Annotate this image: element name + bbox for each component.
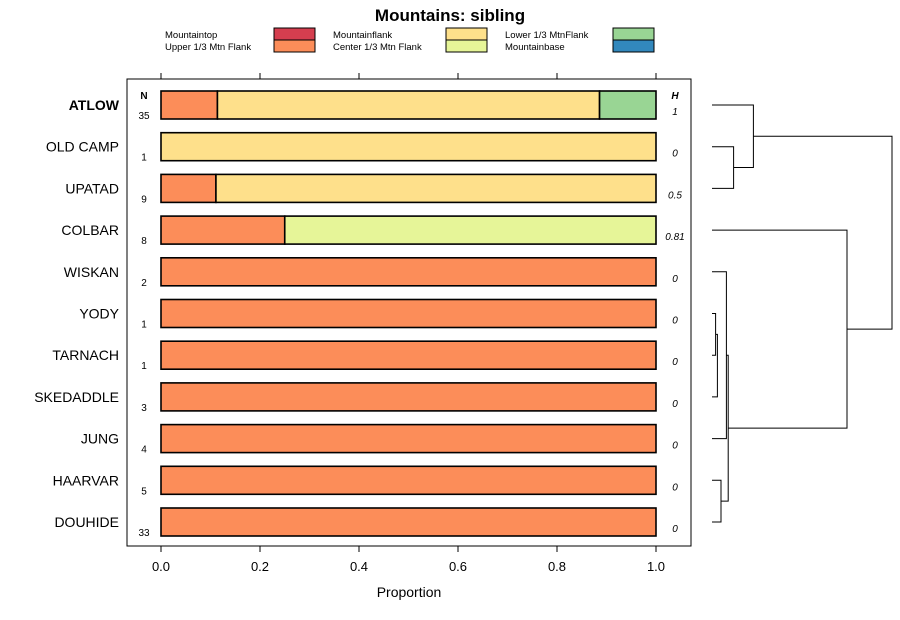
category-label: ATLOW — [69, 97, 120, 113]
x-tick-label: 0.8 — [548, 559, 566, 574]
bar-segment — [160, 90, 219, 120]
category-label: COLBAR — [61, 222, 119, 238]
bar-row: DOUHIDE 33 0 — [54, 507, 678, 539]
h-value: 1 — [672, 107, 678, 118]
bar-row: HAARVAR 5 0 — [53, 465, 678, 497]
legend-swatch — [273, 39, 316, 53]
bar-segment — [215, 173, 657, 204]
bar-segment — [160, 298, 657, 329]
n-column-header: N — [140, 91, 147, 102]
bar-row: COLBAR 8 0.81 — [61, 215, 685, 247]
h-value: 0 — [672, 524, 678, 535]
h-value: 0 — [672, 441, 678, 452]
n-value: 8 — [141, 236, 147, 247]
chart-title: Mountains: sibling — [375, 6, 525, 25]
n-value: 1 — [141, 153, 147, 164]
n-value: 9 — [141, 194, 147, 205]
n-value: 2 — [141, 278, 147, 289]
dendrogram-link — [712, 479, 722, 523]
h-value: 0 — [672, 274, 678, 285]
bar-segment — [160, 131, 657, 162]
plot-frame — [126, 78, 692, 547]
dendrogram-link — [721, 354, 729, 502]
n-value: 3 — [141, 403, 147, 414]
bar-segment — [160, 382, 657, 412]
legend-swatch — [445, 39, 488, 53]
n-value: 5 — [141, 486, 147, 497]
x-tick-label: 0.2 — [251, 559, 269, 574]
h-value: 0.81 — [665, 232, 684, 243]
legend-swatch — [612, 27, 655, 41]
x-tick-label: 0.6 — [449, 559, 467, 574]
bar-segment — [160, 423, 657, 454]
legend-label: Mountainbase — [505, 42, 565, 53]
category-label: JUNG — [81, 431, 119, 447]
bar-row: OLD CAMP 1 0 — [46, 131, 678, 164]
h-value: 0 — [672, 149, 678, 160]
x-tick-label: 0.0 — [152, 559, 170, 574]
n-value: 35 — [138, 111, 150, 122]
x-tick-label: 0.4 — [350, 559, 368, 574]
dendrogram-link — [712, 333, 718, 398]
bar-segment — [160, 256, 657, 287]
x-tick-label: 1.0 — [647, 559, 665, 574]
h-value: 0 — [672, 482, 678, 493]
bar-row: SKEDADDLE 3 0 — [34, 382, 678, 414]
h-column-header: H — [671, 91, 679, 102]
category-label: OLD CAMP — [46, 139, 119, 155]
category-label: TARNACH — [52, 347, 119, 363]
bar-segment — [598, 90, 657, 120]
h-value: 0 — [672, 357, 678, 368]
bar-row: JUNG 4 0 — [81, 423, 678, 456]
legend-label: Upper 1/3 Mtn Flank — [165, 42, 251, 53]
bar-row: YODY 1 0 — [79, 298, 678, 331]
h-value: 0 — [672, 399, 678, 410]
dendrogram — [712, 104, 893, 523]
bar-row: WISKAN 2 0 — [64, 256, 678, 289]
n-value: 4 — [141, 445, 147, 456]
legend-swatch — [445, 27, 488, 41]
n-value: 33 — [138, 528, 150, 539]
category-label: DOUHIDE — [54, 514, 119, 530]
legend-label: Center 1/3 Mtn Flank — [333, 42, 422, 53]
legend-label: Mountaintop — [165, 30, 217, 41]
x-axis-label: Proportion — [377, 584, 442, 600]
category-label: WISKAN — [64, 264, 119, 280]
n-value: 1 — [141, 361, 147, 372]
legend-label: Lower 1/3 MtnFlank — [505, 30, 589, 41]
bar-segment — [160, 215, 286, 245]
dendrogram-link — [712, 229, 848, 429]
legend-swatch — [273, 27, 316, 41]
legend-label: Mountainflank — [333, 30, 392, 41]
bar-row: TARNACH 1 0 — [52, 340, 678, 372]
bar-segment — [216, 90, 601, 120]
bar-segment — [160, 465, 657, 496]
legend-swatch — [612, 39, 655, 53]
dendrogram-link — [712, 146, 735, 189]
category-label: UPATAD — [65, 180, 119, 196]
dendrogram-link — [753, 135, 893, 330]
bar-row: ATLOW 35 1 — [69, 90, 678, 122]
n-value: 1 — [141, 320, 147, 331]
bar-row: UPATAD 9 0.5 — [65, 173, 682, 205]
category-label: SKEDADDLE — [34, 389, 119, 405]
h-value: 0.5 — [668, 190, 682, 201]
bar-segment — [160, 173, 217, 204]
dendrogram-link — [712, 104, 754, 169]
category-label: YODY — [79, 306, 119, 322]
category-label: HAARVAR — [53, 472, 119, 488]
bar-segment — [283, 215, 657, 245]
x-axis: 0.0 0.2 0.4 0.6 0.8 1.0 — [152, 73, 665, 574]
dendrogram-link — [712, 313, 717, 356]
bar-segment — [160, 340, 657, 371]
h-value: 0 — [672, 316, 678, 327]
bar-segment — [160, 507, 657, 537]
